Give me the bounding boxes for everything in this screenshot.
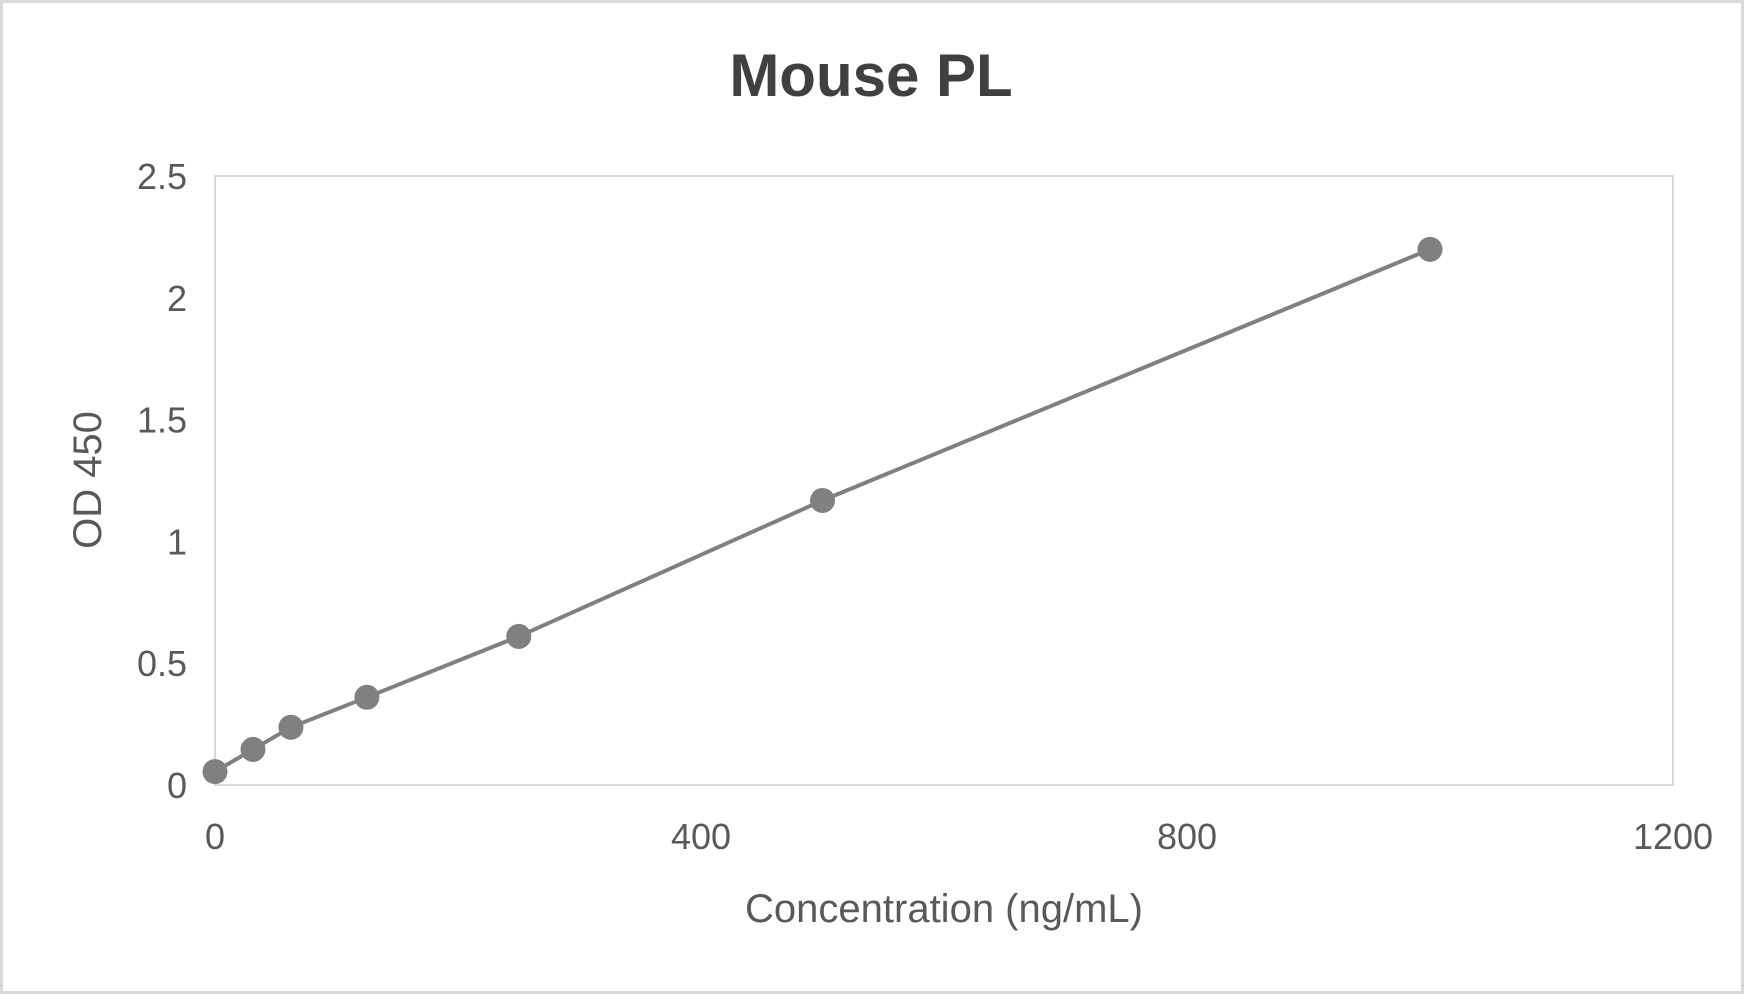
plot-area — [214, 175, 1674, 786]
x-tick-label: 1200 — [1633, 816, 1713, 857]
data-point — [354, 684, 380, 710]
data-point — [240, 736, 266, 762]
x-tick-label: 800 — [1157, 816, 1217, 857]
data-point — [810, 487, 835, 513]
data-point — [278, 714, 304, 740]
y-tick-label: 1 — [167, 521, 187, 562]
y-tick-label: 2.5 — [137, 156, 187, 197]
chart-title: Mouse PL — [729, 42, 1012, 109]
data-point — [202, 759, 228, 785]
y-axis-title: OD 450 — [66, 411, 110, 549]
y-tick-label: 0.5 — [137, 643, 187, 684]
y-tick-label: 0 — [167, 765, 187, 806]
y-tick-label: 2 — [167, 278, 187, 319]
data-point — [506, 623, 532, 649]
x-tick-label: 400 — [671, 816, 731, 857]
x-tick-label: 0 — [205, 816, 225, 857]
y-tick-label: 1.5 — [137, 400, 187, 441]
data-point — [1417, 236, 1443, 262]
x-axis-title: Concentration (ng/mL) — [745, 887, 1143, 931]
